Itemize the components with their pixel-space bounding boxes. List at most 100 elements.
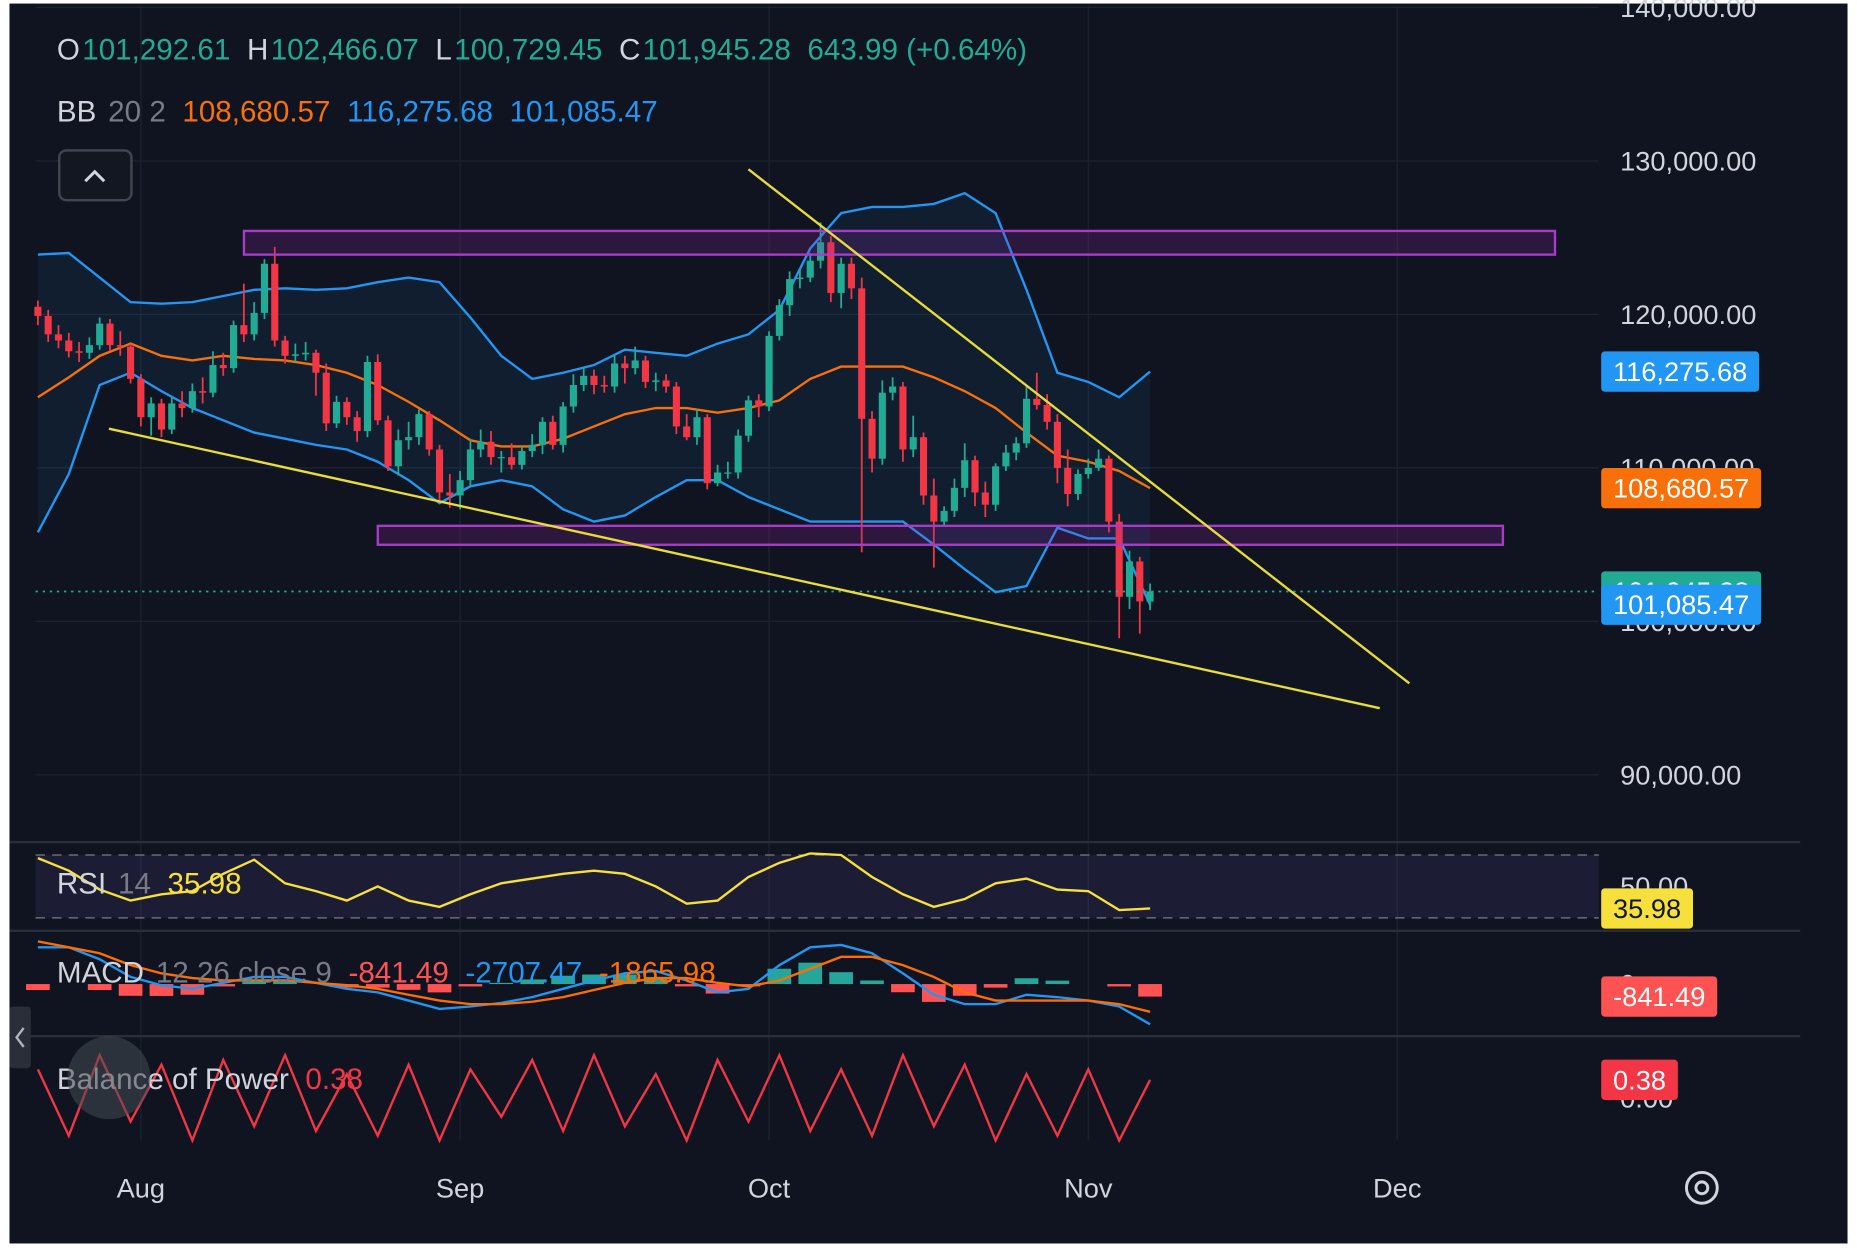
histogram-bar [1107,984,1132,987]
candle-body [816,242,825,261]
legend-item: 101,945.28 [643,33,791,66]
candle-body [672,386,680,427]
legend-item: BB [57,95,96,128]
x-tick-label: Sep [436,1172,484,1203]
histogram-bar [118,984,143,996]
candle-body [765,335,773,407]
zone[interactable] [242,229,1557,256]
candle-body [1033,398,1041,405]
candle-body [477,441,485,450]
histogram-bar [242,980,266,985]
candle-body [1136,561,1144,602]
legend-item: 100,729.45 [454,33,602,66]
settings-icon[interactable] [1684,1170,1719,1205]
y-tick-label: 120,000.00 [1620,299,1756,330]
candle-body [693,417,701,438]
collapse-button[interactable] [58,149,133,202]
candle-body [487,441,495,458]
plot [26,191,1599,1144]
candle-body [353,417,361,432]
candle-body [909,437,917,450]
candle-body [528,444,536,451]
candle-body [755,400,763,407]
candle-body [837,263,845,293]
ui [9,149,1719,1205]
price-badge [1601,351,1760,392]
candle-body [549,421,557,445]
side-tab-icon [15,1027,25,1048]
legend-item: 35.98 [168,867,242,900]
candle-body [950,487,958,511]
histogram-bar [1138,984,1162,997]
legend-item: 643.99 (+0.64%) [807,33,1027,66]
candle-body [703,417,711,484]
candle-body [940,510,948,522]
price-badge [1601,467,1762,509]
histogram-bar [458,984,483,987]
candle-body [106,323,114,346]
candle-body [878,392,886,459]
candle-body [518,450,526,465]
legend-item: MACD [57,956,144,989]
candle-body [332,401,341,424]
candle-body [1022,398,1031,444]
candle-body [1146,591,1154,602]
candle-body [374,361,382,421]
candle-body [147,403,155,418]
candle-body [343,401,351,418]
legend: RSI 14 35.98 [57,867,242,900]
candle-body [858,288,866,419]
candle-body [312,352,320,373]
histogram-bar [1045,980,1070,985]
candle-body [271,263,279,341]
candle-body [209,365,217,393]
x-tick-label: Oct [748,1172,791,1203]
candle-body [425,414,433,450]
indicator-line [37,943,1151,1026]
zone[interactable] [376,524,1505,546]
candle-body [1074,474,1082,494]
histogram-bar [427,984,452,993]
candle-body [992,466,1000,505]
histogram-bar [613,974,637,985]
legend-item: -841.49 [348,956,448,989]
histogram-bar [87,984,112,990]
candle-body [363,361,371,432]
histogram-bar [674,984,699,987]
candle-body [44,315,52,335]
indicator-line [36,1052,1152,1144]
candle-body [590,375,598,386]
candle-body [714,472,722,484]
price-badges: 116,275.68108,680.57101,945.28101,085.47… [1601,351,1762,1100]
price-badge [1601,584,1762,625]
histogram-bar [26,984,50,990]
candle-body [652,380,660,382]
logo[interactable] [67,1036,151,1120]
trendline[interactable] [747,168,1411,685]
histogram-bar [891,984,915,993]
candle-body [302,352,310,355]
y-tick-label: 130,000.00 [1620,145,1756,176]
candle-body [662,380,670,387]
candle-body [734,435,742,473]
rsi-band [35,854,1599,918]
side-tab[interactable] [9,1006,31,1069]
chevron-icon [84,169,106,183]
candle-body [250,312,258,335]
candle-body [1125,561,1134,597]
indicator-line [37,852,1151,912]
x-tick-label: Nov [1064,1172,1113,1203]
price-badge [1601,976,1718,1017]
candle-body [178,403,186,409]
histogram-bar [767,968,792,985]
candle-body [847,263,855,289]
candle-body [435,449,444,493]
histogram-bar [489,982,514,985]
candle-body [930,495,938,522]
trendline[interactable] [108,427,1380,710]
legend: BB 20 2 108,680.57 116,275.68 101,085.47 [57,95,658,128]
legend-item: 12 26 close 9 [156,956,332,989]
candle-body [1095,458,1103,468]
candle-body [775,305,783,336]
